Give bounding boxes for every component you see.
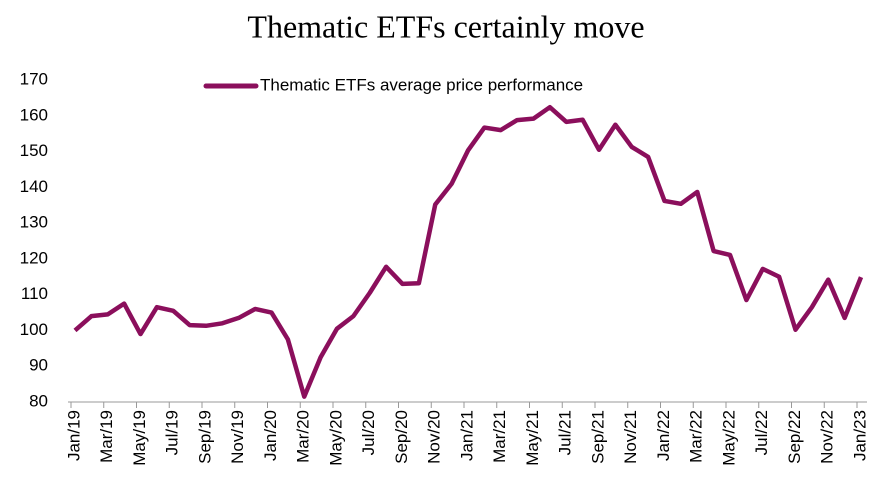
y-tick-label: 140 (20, 177, 48, 196)
legend-label: Thematic ETFs average price performance (260, 75, 583, 94)
x-tick-label: Mar/20 (294, 410, 313, 463)
x-tick-label: May/19 (130, 410, 149, 466)
y-tick-label: 160 (20, 105, 48, 124)
x-tick-label: May/22 (719, 410, 738, 466)
x-tick-label: Mar/19 (97, 410, 116, 463)
x-tick-label: Sep/19 (195, 410, 214, 464)
x-tick-label: Jul/21 (556, 410, 575, 455)
x-tick-label: Nov/22 (818, 410, 837, 464)
y-tick-label: 130 (20, 213, 48, 232)
x-tick-label: Nov/19 (228, 410, 247, 464)
x-tick-label: Mar/21 (490, 410, 509, 463)
x-tick-label: Nov/20 (425, 410, 444, 464)
chart-title: Thematic ETFs certainly move (247, 8, 644, 44)
y-tick-label: 170 (20, 69, 48, 88)
x-tick-label: Jul/20 (359, 410, 378, 455)
y-tick-label: 150 (20, 141, 48, 160)
line-series (73, 104, 864, 399)
x-tick-label: Sep/22 (785, 410, 804, 464)
x-tick-label: Jan/22 (654, 410, 673, 461)
x-tick-label: Jan/21 (457, 410, 476, 461)
y-tick-label: 100 (20, 320, 48, 339)
y-tick-label: 110 (21, 284, 48, 303)
x-tick-label: Nov/21 (621, 410, 640, 464)
x-tick-label: Jul/19 (163, 410, 182, 455)
y-tick-label: 120 (20, 248, 48, 267)
x-tick-label: Sep/21 (588, 410, 607, 464)
x-tick-label: Mar/22 (687, 410, 706, 463)
x-tick-label: Jan/19 (64, 410, 83, 461)
x-tick-label: Jan/23 (850, 410, 869, 461)
x-tick-label: Jan/20 (261, 410, 280, 461)
x-tick-label: Jul/22 (752, 410, 771, 455)
x-tick-label: May/21 (523, 410, 542, 466)
x-tick-label: May/20 (326, 410, 345, 466)
y-tick-label: 80 (29, 391, 48, 410)
y-tick-label: 90 (29, 356, 48, 375)
x-tick-label: Sep/20 (392, 410, 411, 464)
